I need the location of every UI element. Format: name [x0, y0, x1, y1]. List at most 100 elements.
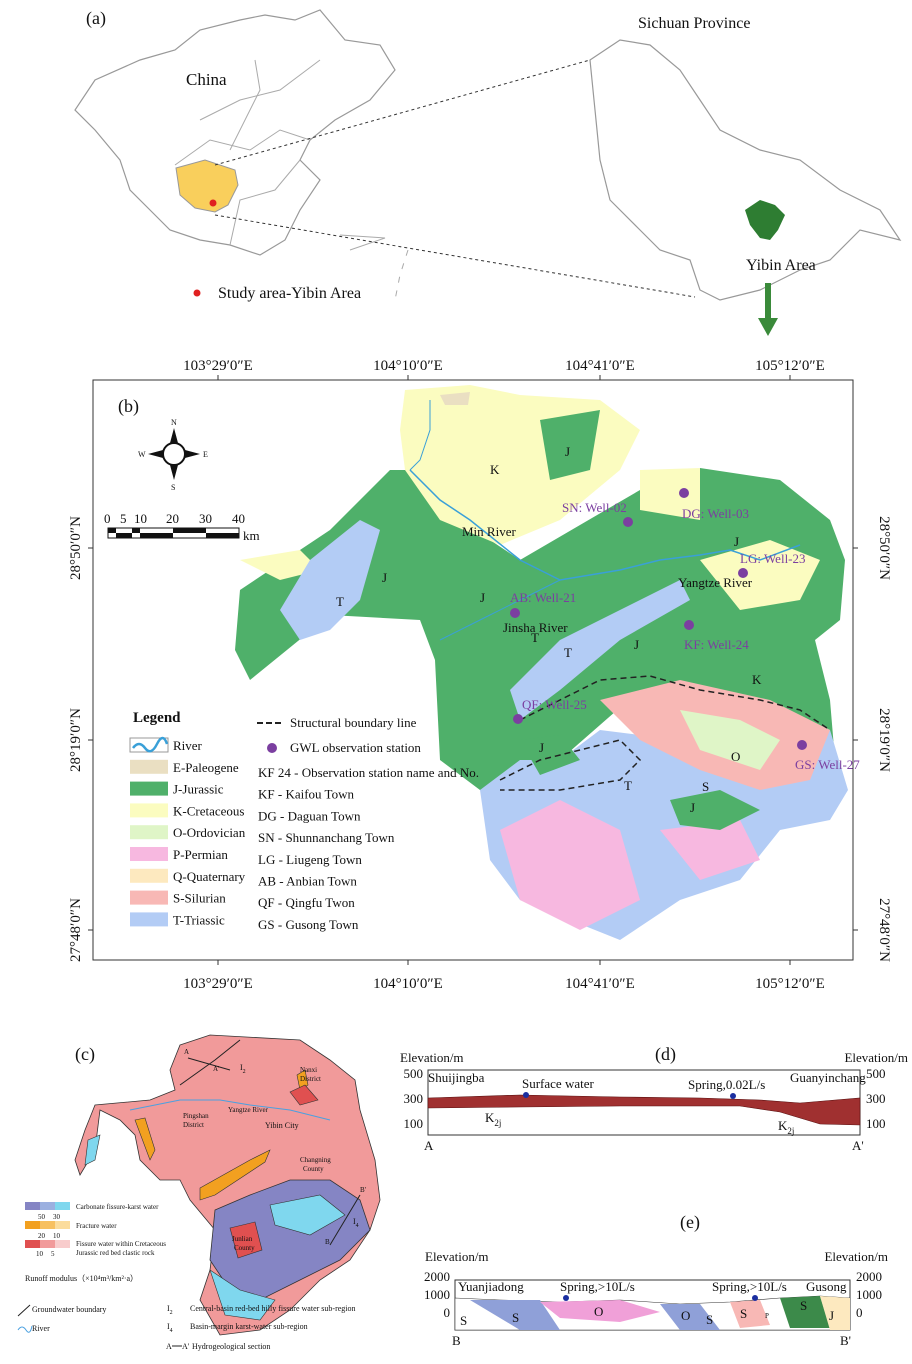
- note: LG - Liugeng Town: [258, 852, 362, 867]
- unit-o: [680, 710, 780, 770]
- shape: [17, 1325, 33, 1333]
- scale-tick: 30: [199, 511, 212, 526]
- shape: [148, 450, 163, 458]
- shape: [25, 1240, 40, 1248]
- river-label: Yangtze River: [678, 575, 753, 590]
- legend-text: Carbonate fissure-karst water: [76, 1203, 159, 1211]
- legend-text: River: [32, 1324, 50, 1333]
- shape: [55, 1221, 70, 1229]
- axis-tick: 300: [404, 1091, 424, 1106]
- lon-label: 104°10′0″E: [373, 358, 443, 374]
- unit-label: O: [594, 1304, 603, 1319]
- rock-layer: [470, 1300, 560, 1330]
- unit-label: T: [564, 645, 572, 660]
- place-label: Shuijingba: [428, 1070, 485, 1085]
- legend-swatch: [130, 868, 168, 883]
- shape: [173, 528, 206, 533]
- note: Structural boundary line: [290, 715, 417, 730]
- station-label: GS: Well-27: [795, 757, 860, 772]
- shape: [40, 1202, 55, 1210]
- unit-label: J: [480, 590, 485, 605]
- legend-swatch: [130, 847, 168, 861]
- axis-tick: 2000: [424, 1269, 450, 1284]
- axis-title: Elevation/m: [844, 1050, 908, 1065]
- scale-tick: 0: [104, 511, 111, 526]
- river-label: Min River: [462, 524, 516, 539]
- unit-k: [700, 540, 820, 610]
- structural-boundary: [499, 739, 642, 791]
- subregion-label: I4: [353, 1217, 359, 1229]
- unit-label: T: [531, 630, 539, 645]
- axis-tick: 0: [444, 1305, 451, 1320]
- legend-label: J-Jurassic: [173, 782, 224, 797]
- legend-text: Study area-Yibin Area: [218, 285, 361, 302]
- unit-k: [240, 550, 320, 580]
- panel-label: (e): [680, 1212, 700, 1233]
- panel-a: (a) China Study area-Yibin Area Sichuan …: [74, 8, 902, 336]
- legend-key: I4: [167, 1322, 173, 1334]
- legend-dot: [193, 289, 201, 297]
- shape: [116, 533, 124, 538]
- sichuan-outline: [589, 39, 902, 301]
- legend-value: 20: [38, 1232, 46, 1240]
- note: DG - Daguan Town: [258, 808, 361, 823]
- fracture-zone: [199, 1149, 271, 1201]
- place-label: Junlian: [232, 1235, 253, 1243]
- unit-label: J: [634, 637, 639, 652]
- unit-label: S: [740, 1306, 747, 1321]
- station-key: [267, 743, 277, 753]
- rock-layer: [780, 1296, 830, 1328]
- shape: [206, 533, 239, 538]
- compass: N S W E: [138, 418, 208, 492]
- islands: [339, 234, 386, 251]
- station: [513, 714, 523, 724]
- lon-label: 105°12′0″E: [755, 976, 825, 992]
- rock-layer: [540, 1300, 660, 1322]
- place-label: Changning: [300, 1156, 331, 1164]
- axis-tick: 500: [404, 1066, 424, 1081]
- label-part: 2j: [494, 1118, 501, 1128]
- legend-label: Q-Quaternary: [173, 869, 246, 884]
- unit-label: O: [681, 1308, 690, 1323]
- unit-j: [235, 468, 845, 790]
- lat-label: 28°50′0″N: [876, 516, 892, 580]
- rock-layer: [427, 1094, 861, 1126]
- note: AB - Anbian Town: [258, 874, 357, 889]
- lon-label: 103°29′0″E: [183, 358, 253, 374]
- legend-label: O-Ordovician: [173, 825, 246, 840]
- legend-text: Groundwater boundary: [32, 1305, 106, 1314]
- panel-label: (b): [118, 396, 139, 417]
- unit-label: J: [829, 1308, 834, 1323]
- unit-label: S: [800, 1298, 807, 1313]
- shape: [25, 1202, 40, 1210]
- subregion-label: I2: [240, 1063, 246, 1075]
- legend-text: Central-basin red-bed hilly fissure wate…: [190, 1304, 356, 1313]
- section-end: B: [325, 1238, 330, 1246]
- panel-d: (d) Elevation/m Elevation/m 500 300 100 …: [400, 1044, 908, 1153]
- section-end: B': [840, 1333, 851, 1348]
- legend-title: Legend: [133, 710, 181, 726]
- legend-swatch: [130, 803, 168, 818]
- section-end: A': [213, 1065, 219, 1073]
- legend: Legend River E-Paleogene J-Jurassic K-Creta…: [129, 710, 246, 927]
- axis-tick: 100: [404, 1116, 424, 1131]
- note: QF - Qingfu Twon: [258, 895, 355, 910]
- legend-label: S-Silurian: [173, 891, 226, 906]
- shape: [55, 1202, 70, 1210]
- place-label: County: [303, 1165, 324, 1173]
- compass-e: E: [203, 450, 208, 459]
- unit-label: J: [565, 444, 570, 459]
- unit-label: K: [490, 462, 500, 477]
- unit-label: P: [765, 1312, 769, 1320]
- legend-text: Runoff modulus（×10⁴m³/km²·a）: [25, 1274, 138, 1283]
- karst-region: [209, 1269, 276, 1321]
- axis-tick: 500: [866, 1066, 886, 1081]
- label-part: K: [485, 1110, 495, 1125]
- high-runoff: [289, 1084, 319, 1106]
- province-lines: [229, 59, 261, 151]
- river-line: [129, 1099, 331, 1121]
- spring-mark: [730, 1093, 736, 1099]
- feature-label: Spring,>10L/s: [560, 1279, 635, 1294]
- compass-n: N: [171, 418, 177, 427]
